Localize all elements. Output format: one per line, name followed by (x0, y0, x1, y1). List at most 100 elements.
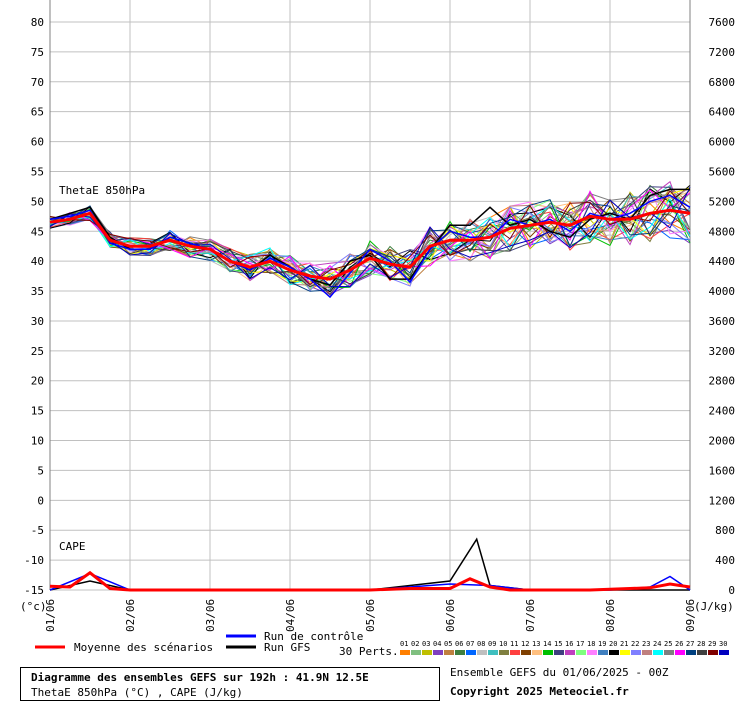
right-tick-label: 2800 (709, 375, 736, 388)
right-tick-label: 7200 (709, 46, 736, 59)
left-tick-label: 0 (37, 494, 44, 507)
info-title: Diagramme des ensembles GEFS sur 192h : … (31, 671, 369, 684)
pert-legend-swatch (488, 650, 498, 655)
left-tick-label: 25 (31, 345, 44, 358)
left-tick-label: 65 (31, 106, 44, 119)
perturbations-label: 30 Perts. (339, 645, 399, 658)
perturbation-line-30 (49, 186, 691, 288)
chart-grid (49, 0, 691, 591)
right-tick-label: 5600 (709, 165, 736, 178)
right-tick-label: 4000 (709, 285, 736, 298)
pert-legend-id: 25 (664, 640, 672, 648)
right-tick-label: 3200 (709, 345, 736, 358)
pert-legend-id: 14 (543, 640, 551, 648)
pert-legend-id: 30 (719, 640, 727, 648)
right-tick-label: 6000 (709, 136, 736, 149)
right-tick-label: 2000 (709, 435, 736, 448)
pert-legend-swatch (631, 650, 641, 655)
pert-legend-swatch (576, 650, 586, 655)
pert-legend-id: 28 (697, 640, 705, 648)
pert-legend-swatch (510, 650, 520, 655)
pert-legend-swatch (653, 650, 663, 655)
copyright: Copyright 2025 Meteociel.fr (450, 685, 629, 698)
x-axis-ticks: 01/06 02/06 03/06 04/06 05/06 06/06 07/06 08/06… (44, 599, 697, 632)
pert-legend-id: 22 (631, 640, 639, 648)
pert-legend-swatch (532, 650, 542, 655)
pert-legend-swatch (664, 650, 674, 655)
x-tick-label: 01/06 (44, 599, 57, 632)
x-tick-label: 04/06 (284, 599, 297, 632)
pert-legend-id: 21 (620, 640, 628, 648)
pert-legend-id: 10 (499, 640, 507, 648)
legend-gfs-label: Run GFS (264, 641, 310, 654)
cape-label: CAPE (59, 540, 86, 553)
pert-legend-swatch (719, 650, 729, 655)
right-tick-label: 6800 (709, 76, 736, 89)
right-tick-label: 4800 (709, 225, 736, 238)
pert-legend-swatch (411, 650, 421, 655)
pert-legend-swatch (444, 650, 454, 655)
pert-legend-swatch (422, 650, 432, 655)
pert-legend-swatch (675, 650, 685, 655)
pert-legend-id: 08 (477, 640, 485, 648)
legend-mean-label: Moyenne des scénarios (74, 641, 213, 654)
thetae-label: ThetaE 850hPa (59, 184, 145, 197)
pert-legend-id: 07 (466, 640, 474, 648)
left-tick-label: 20 (31, 375, 44, 388)
left-tick-label: 30 (31, 315, 44, 328)
pert-legend-swatch (400, 650, 410, 655)
right-tick-label: 7600 (709, 16, 736, 29)
ensemble-date: Ensemble GEFS du 01/06/2025 - 00Z (450, 666, 669, 679)
perturbation-line-22 (49, 206, 691, 292)
pert-legend-id: 13 (532, 640, 540, 648)
left-tick-label: 75 (31, 46, 44, 59)
right-axis-unit: (J/kg) (694, 600, 734, 613)
x-tick-label: 03/06 (204, 599, 217, 632)
pert-legend-swatch (598, 650, 608, 655)
pert-legend-swatch (466, 650, 476, 655)
left-tick-label: 15 (31, 405, 44, 418)
pert-legend-id: 20 (609, 640, 617, 648)
perturbation-legend: 01 02 03 04 05 06 07 08 09 10 11 12 13 14 15 16 17 18 19 20… (400, 640, 729, 655)
x-tick-label: 05/06 (364, 599, 377, 632)
left-tick-label: 80 (31, 16, 44, 29)
x-tick-label: 09/06 (684, 599, 697, 632)
right-axis-ticks: 0 400 800 1200 1600 2000 2400 2800 3200 3600 4000 4… (709, 16, 736, 597)
pert-legend-swatch (477, 650, 487, 655)
right-tick-label: 4400 (709, 255, 736, 268)
left-tick-label: -5 (31, 524, 44, 537)
right-tick-label: 400 (715, 554, 735, 567)
pert-legend-id: 12 (521, 640, 529, 648)
pert-legend-id: 16 (565, 640, 573, 648)
cape-line (49, 570, 691, 592)
right-tick-label: 1600 (709, 464, 736, 477)
left-tick-label: 5 (37, 464, 44, 477)
pert-legend-swatch (499, 650, 509, 655)
right-tick-label: 0 (728, 584, 735, 597)
pert-legend-id: 23 (642, 640, 650, 648)
pert-legend-swatch (565, 650, 575, 655)
x-tick-label: 06/06 (444, 599, 457, 632)
pert-legend-id: 27 (686, 640, 694, 648)
info-subtitle: ThetaE 850hPa (°C) , CAPE (J/kg) (31, 686, 243, 699)
pert-legend-swatch (620, 650, 630, 655)
right-tick-label: 5200 (709, 195, 736, 208)
right-tick-label: 6400 (709, 106, 736, 119)
x-tick-label: 07/06 (524, 599, 537, 632)
info-box: Diagramme des ensembles GEFS sur 192h : … (20, 667, 440, 701)
pert-legend-swatch (455, 650, 465, 655)
pert-legend-id: 17 (576, 640, 584, 648)
pert-legend-swatch (521, 650, 531, 655)
left-tick-label: 50 (31, 195, 44, 208)
left-tick-label: -15 (24, 584, 44, 597)
perturbation-line-14 (49, 191, 691, 289)
left-tick-label: 70 (31, 76, 44, 89)
left-tick-label: 40 (31, 255, 44, 268)
pert-legend-id: 15 (554, 640, 562, 648)
pert-legend-swatch (609, 650, 619, 655)
pert-legend-id: 05 (444, 640, 452, 648)
left-tick-label: -10 (24, 554, 44, 567)
right-tick-label: 1200 (709, 494, 736, 507)
right-tick-label: 800 (715, 524, 735, 537)
